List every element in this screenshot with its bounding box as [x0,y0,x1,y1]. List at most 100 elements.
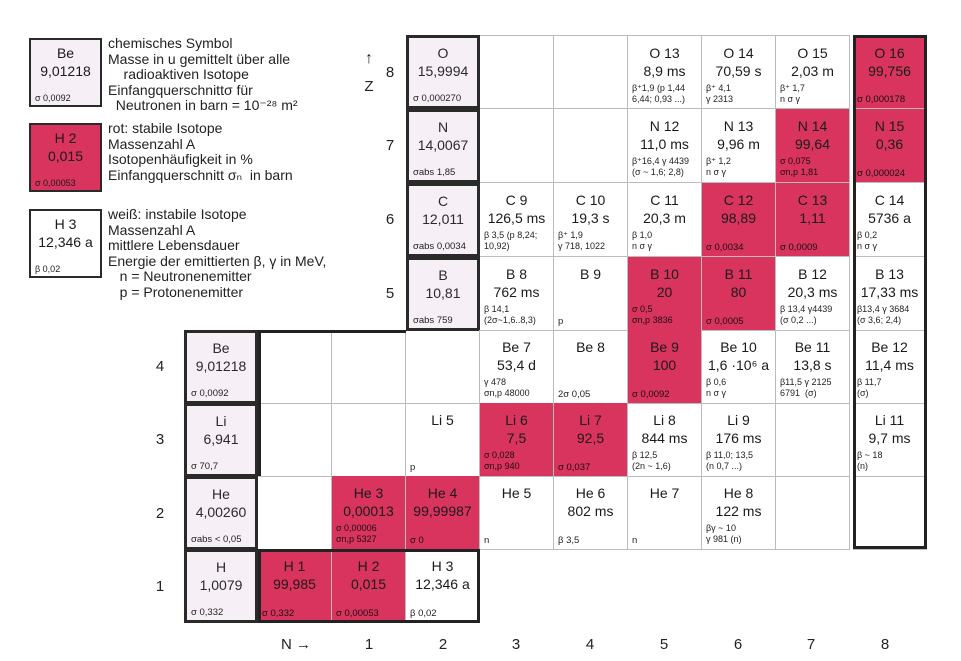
n-number-2: 2 [438,636,448,653]
empty-cell [480,35,554,109]
cell-symbol: C 12 [723,192,754,208]
cell-note: β 3,5 [558,535,580,546]
z-axis-label: Z [364,78,374,95]
cell-note: β 11,7 (σ) [857,377,882,398]
cell-note: σ 0,00053 [336,608,379,619]
isotope-cell-li5: Li 5 p [406,403,480,477]
cell-value: 7,5 [506,430,527,446]
cell-value: 5736 a [868,210,911,226]
cell-value: 126,5 ms [487,210,546,226]
cell-value: 14,0067 [417,137,469,153]
cell-value: 92,5 [576,430,605,446]
legend-element-symbol: Be [56,45,75,61]
z-number-8: 8 [385,64,395,81]
cell-symbol: He [212,486,230,502]
cell-note: σ 0,037 [558,462,591,473]
isotope-cell-o13: O 13 8,9 ms β⁺1,9 (p 1,44 6,44; 0,93 ...… [628,35,702,109]
cell-value: 1,6 ·10⁶ a [707,357,770,373]
legend-stable-note: σ 0,00053 [35,178,76,188]
cell-value: 762 ms [493,284,540,300]
isotope-cell-li6: Li 6 7,5 σ 0,028 σn,p 940 [480,403,554,477]
isotope-cell-c13: C 13 1,11 σ 0,0009 [776,183,850,257]
cell-note: p [410,462,416,473]
cell-symbol: N 15 [874,118,905,134]
n-number-6: 6 [733,636,743,653]
n-number-3: 3 [511,636,521,653]
empty-cell [554,35,628,109]
cell-note: γ 478 σn,p 48000 [484,377,530,398]
legend-element-box: Be 9,01218 σ 0,0092 [29,38,102,107]
cell-value: 99,64 [794,136,831,152]
cell-value: 802 ms [567,503,614,519]
cell-note: σ 0,000270 [413,93,462,104]
cell-note: β 3,5 (p 8,24; 10,92) [484,230,538,251]
isotope-cell-c11: C 11 20,3 m β 1,0 n σ γ [628,183,702,257]
element-cell-n: N 14,0067 σabs 1,85 [406,109,480,183]
cell-symbol: He 6 [575,485,606,501]
cell-symbol: B 12 [798,266,827,282]
cell-symbol: Li 11 [874,412,905,428]
cell-symbol: Be 12 [871,339,908,355]
element-cell-c: C 12,011 σabs 0,0034 [406,183,480,257]
n-axis-label: N → [281,636,311,653]
cell-symbol: C 14 [874,192,905,208]
isotope-cell-he5: He 5 n [480,476,554,550]
cell-note: β⁺1,9 (p 1,44 6,44; 0,93 ...) [632,83,686,104]
cell-note: σ 0,0092 [191,388,229,399]
isotope-cell-c9: C 9 126,5 ms β 3,5 (p 8,24; 10,92) [480,183,554,257]
cell-value: 10,81 [425,285,461,301]
z-number-1: 1 [155,578,165,595]
legend-stable-box: H 2 0,015 σ 0,00053 [29,123,102,192]
cell-note: βγ ~ 10 γ 981 (n) [706,523,742,544]
isotope-cell-li8: Li 8 844 ms β 12,5 (2n ~ 1,6) [628,403,702,477]
n-number-1: 1 [364,636,374,653]
cell-symbol: H 1 [283,558,306,574]
cell-note: σ 0,000024 [857,168,906,179]
cell-note: σ 0,332 [262,608,295,619]
legend-stable-text: rot: stabile Isotope Massenzahl A Isotop… [108,120,293,183]
isotope-cell-b11: B 11 80 σ 0,0005 [702,257,776,331]
cell-note: σ 0,0005 [706,316,744,327]
empty-cell [853,476,927,550]
cell-value: 70,59 s [715,63,762,79]
cell-symbol: He 4 [427,485,458,501]
cell-note: β⁺ 1,9 γ 718, 1022 [558,230,606,251]
isotope-cell-n13: N 13 9,96 m β⁺ 1,2 n σ γ [702,109,776,183]
cell-note: σ 0,000178 [857,94,906,105]
element-cell-b: B 10,81 σabs 759 [406,257,480,331]
cell-symbol: O 16 [874,45,905,61]
isotope-cell-n14: N 14 99,64 σ 0,075 σn,p 1,81 [776,109,850,183]
z-number-5: 5 [385,285,395,302]
cell-symbol: Li 8 [653,412,676,428]
isotope-cell-li9: Li 9 176 ms β 11,0; 13,5 (n 0,7 ...) [702,403,776,477]
cell-note: β 0,2 n σ γ [857,230,878,251]
z-number-4: 4 [155,358,165,375]
cell-value: 122 ms [715,503,762,519]
cell-symbol: C 10 [575,192,606,208]
cell-value: 13,8 s [793,357,832,373]
element-cell-li: Li 6,941 σ 70,7 [184,403,258,477]
cell-value: 20 [656,284,673,300]
cell-symbol: Li 7 [579,412,602,428]
isotope-cell-h1: H 1 99,985 σ 0,332 [258,549,332,623]
cell-note: n [484,535,490,546]
cell-symbol: Li [215,413,227,429]
cell-note: σ 0,0034 [706,242,744,253]
element-cell-o: O 15,9994 σ 0,000270 [406,35,480,109]
legend-stable-symbol: H 2 [54,130,77,146]
cell-symbol: H 3 [431,558,454,574]
isotope-cell-b9: B 9 p [554,257,628,331]
cell-note: β⁺16,4 γ 4439 (σ ~ 1,6; 2,8) [632,156,689,177]
cell-value: 99,756 [868,63,911,79]
isotope-cell-b12: B 12 20,3 ms β 13,4 γ4439 (σ 0,2 ...) [776,257,850,331]
cell-symbol: Li 9 [727,412,750,428]
cell-note: β 13,4 γ4439 (σ 0,2 ...) [780,304,833,325]
isotope-cell-he3: He 3 0,00013 σ 0,00006 σn,p 5327 [332,476,406,550]
cell-note: σ 0,332 [191,607,224,618]
n-number-7: 7 [806,636,816,653]
cell-symbol: Be 9 [650,339,679,355]
cell-note: β 0,6 n σ γ [706,377,727,398]
cell-note: p [558,316,564,327]
cell-value: 9,01218 [195,358,247,374]
empty-cell [554,109,628,183]
